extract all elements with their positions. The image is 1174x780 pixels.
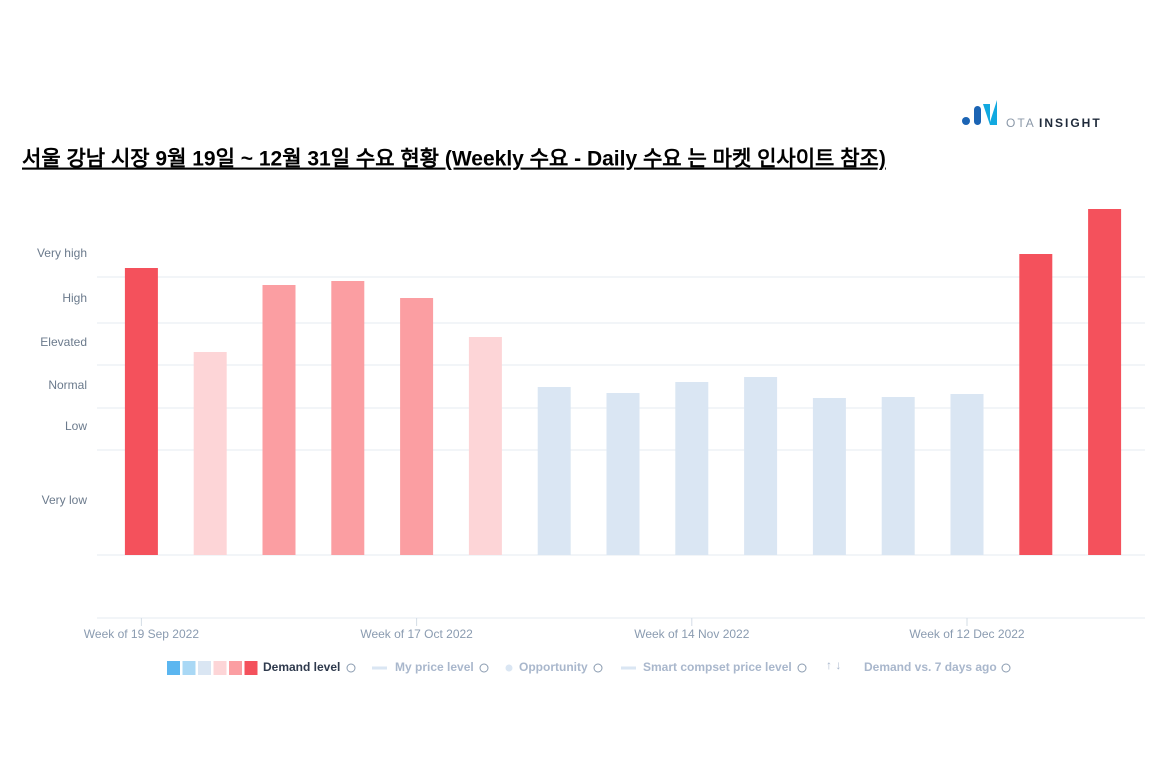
logo-prefix: OTA	[1006, 116, 1036, 130]
bar	[675, 382, 709, 555]
legend-label: Demand level	[263, 660, 340, 674]
y-tick-label: Normal	[48, 378, 87, 392]
bar	[950, 394, 984, 555]
bar	[468, 337, 502, 555]
x-tick-label: Week of 19 Sep 2022	[84, 627, 200, 641]
legend-label: Opportunity	[519, 660, 588, 674]
bar	[193, 352, 227, 555]
info-icon	[797, 663, 807, 673]
bar	[331, 281, 365, 555]
info-icon	[1001, 663, 1011, 673]
legend-swatch	[213, 661, 227, 675]
legend-swatch	[229, 661, 242, 675]
bar	[262, 285, 296, 555]
legend-dot	[505, 664, 513, 672]
bar	[744, 377, 778, 555]
bar	[606, 393, 640, 555]
info-icon	[346, 663, 356, 673]
y-tick-label: Very high	[37, 246, 87, 260]
bar	[881, 397, 915, 555]
y-tick-label: High	[62, 291, 87, 305]
bar	[1088, 209, 1122, 555]
legend-swatch	[244, 661, 258, 675]
y-tick-label: Low	[65, 419, 87, 433]
x-tick-label: Week of 17 Oct 2022	[360, 627, 473, 641]
y-tick-label: Elevated	[40, 335, 87, 349]
x-tick-label: Week of 12 Dec 2022	[909, 627, 1025, 641]
info-icon	[479, 663, 489, 673]
legend-swatch	[182, 661, 196, 675]
legend-swatch	[167, 661, 180, 675]
logo-name: INSIGHT	[1039, 116, 1102, 130]
info-icon	[593, 663, 603, 673]
bar	[124, 268, 158, 555]
bar	[400, 298, 434, 555]
legend-label: Smart compset price level	[643, 660, 792, 674]
bar	[1019, 254, 1053, 555]
x-tick-label: Week of 14 Nov 2022	[634, 627, 750, 641]
legend-swatch	[198, 661, 211, 675]
bar	[537, 387, 571, 555]
chart-title: 서울 강남 시장 9월 19일 ~ 12월 31일 수요 현황 (Weekly …	[22, 148, 886, 171]
logo: OTA INSIGHT	[962, 100, 1102, 130]
legend-label: My price level	[395, 660, 474, 674]
bar	[812, 398, 846, 555]
y-tick-label: Very low	[42, 493, 88, 507]
legend-label: Demand vs. 7 days ago	[864, 660, 997, 674]
legend-arrows: ↑ ↓	[826, 658, 841, 672]
